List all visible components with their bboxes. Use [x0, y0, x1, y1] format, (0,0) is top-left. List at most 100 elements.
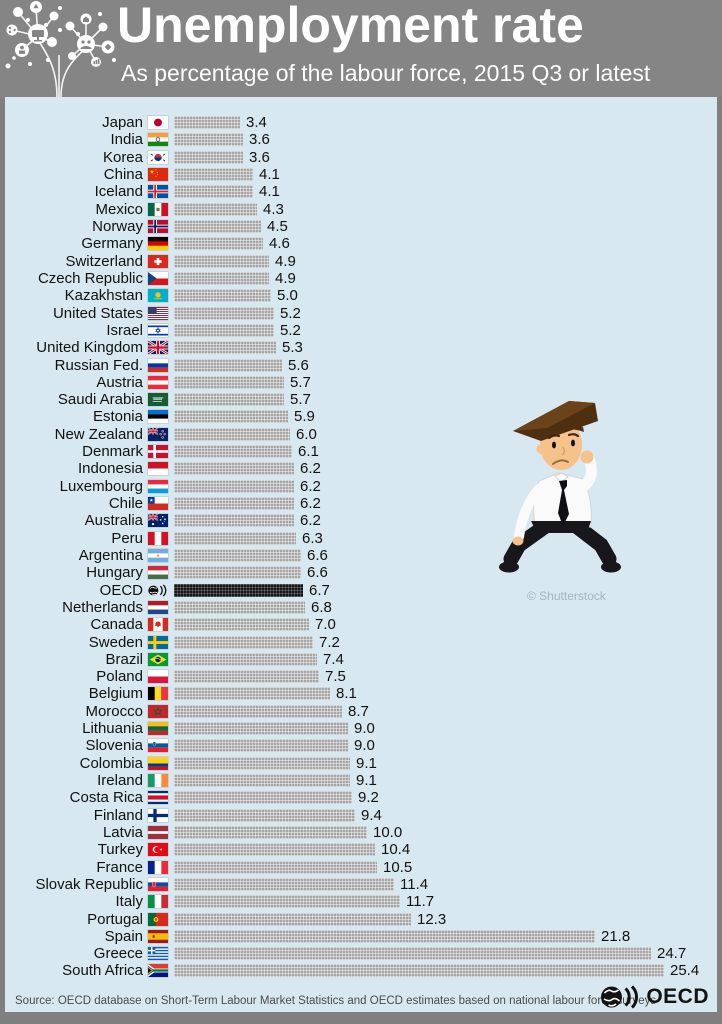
no-flag-icon: [148, 220, 168, 234]
chart-row: India 3.6: [5, 131, 717, 148]
unemployment-bar: [174, 271, 269, 285]
chart-row: Poland 7.5: [5, 668, 717, 685]
za-flag-icon: [148, 964, 168, 978]
unemployment-bar: [174, 652, 317, 666]
tr-flag-icon: [148, 843, 168, 857]
br-flag-icon: [148, 652, 168, 666]
chart-row: Slovenia 9.0: [5, 737, 717, 754]
unemployment-bar: [174, 774, 350, 788]
dk-flag-icon: [148, 445, 168, 459]
chart-row: Portugal 12.3: [5, 910, 717, 928]
unemployment-bar: [174, 150, 243, 164]
value-label: 6.2: [300, 512, 321, 530]
value-label: 4.1: [259, 166, 280, 184]
country-label: Austria: [96, 373, 143, 391]
unemployment-bar: [174, 306, 274, 320]
country-label: Peru: [111, 529, 143, 547]
value-label: 8.1: [336, 685, 357, 703]
unemployment-bar: [174, 791, 352, 805]
country-label: Colombia: [79, 754, 143, 772]
chart-row: Argentina 6.6: [5, 547, 717, 564]
unemployment-bar: [174, 947, 651, 961]
country-label: Australia: [84, 512, 143, 530]
pl-flag-icon: [148, 670, 168, 684]
chart-row: Saudi Arabia 5.7: [5, 391, 717, 408]
country-label: Portugal: [87, 910, 143, 928]
unemployment-bar: [174, 427, 290, 441]
unemployment-bar: [174, 289, 271, 303]
country-label: Kazakhstan: [64, 287, 143, 305]
unemployment-bar: [174, 341, 276, 355]
unemployment-bar: [174, 860, 377, 874]
country-label: Greece: [93, 945, 143, 963]
value-label: 4.9: [275, 269, 296, 287]
chart-row: Israel 5.2: [5, 322, 717, 339]
unemployment-bar: [174, 825, 367, 839]
chart-row: New Zealand 6.0: [5, 426, 717, 443]
unemployment-bar: [174, 583, 303, 597]
chart-row: Lithuania 9.0: [5, 720, 717, 737]
cl-flag-icon: [148, 497, 168, 511]
country-label: Slovenia: [85, 737, 143, 755]
country-label: Poland: [96, 668, 143, 686]
value-label: 25.4: [670, 962, 700, 980]
unemployment-bar: [174, 722, 348, 736]
value-label: 5.2: [280, 321, 301, 339]
value-label: 6.2: [300, 460, 321, 478]
unemployment-bar: [174, 237, 263, 251]
value-label: 11.4: [400, 875, 429, 893]
source-note: Source: OECD database on Short-Term Labo…: [15, 995, 657, 1007]
sad-unemployed-man-illustration: [499, 401, 621, 573]
country-label: Denmark: [82, 443, 143, 461]
country-label: Japan: [102, 114, 143, 132]
chart-row: Czech Republic 4.9: [5, 270, 717, 287]
chart-row: Sweden 7.2: [5, 633, 717, 651]
value-label: 9.0: [354, 737, 375, 755]
network-tree-icon: [5, 1, 116, 97]
hu-flag-icon: [148, 566, 168, 580]
ar-flag-icon: [148, 548, 168, 562]
country-label: Saudi Arabia: [57, 391, 143, 409]
value-label: 9.0: [354, 720, 375, 738]
si-flag-icon: [148, 739, 168, 753]
value-label: 5.2: [280, 304, 301, 322]
it-flag-icon: [148, 895, 168, 909]
chart-row: Kazakhstan 5.0: [5, 287, 717, 304]
oecd-flag-icon: [148, 584, 168, 597]
cn-flag-icon: [148, 168, 168, 182]
bar-chart: Japan 3.4 India 3.6 Korea 3.6 China 4.1 Iceland 4…: [5, 114, 717, 980]
fi-flag-icon: [148, 808, 168, 822]
country-label: Slovak Republic: [35, 875, 143, 893]
country-label: Luxembourg: [59, 477, 143, 495]
unemployment-bar: [174, 670, 319, 684]
unemployment-bar: [174, 254, 269, 268]
au-flag-icon: [147, 513, 168, 528]
country-label: Switzerland: [65, 252, 143, 270]
value-label: 21.8: [601, 927, 631, 945]
value-label: 3.6: [249, 148, 270, 166]
pt-flag-icon: [148, 912, 168, 926]
oecd-logo: OECD: [600, 984, 709, 1010]
unemployment-bar: [174, 445, 292, 459]
nl-flag-icon: [148, 600, 168, 614]
country-label: Netherlands: [62, 598, 143, 616]
lv-flag-icon: [148, 825, 168, 839]
chart-row: Spain 21.8: [5, 928, 717, 945]
value-label: 5.9: [294, 408, 315, 426]
pe-flag-icon: [148, 531, 168, 545]
country-label: Russian Fed.: [54, 356, 143, 374]
country-label: Iceland: [94, 183, 143, 201]
chart-row: Germany 4.6: [5, 235, 717, 252]
nz-flag-icon: [147, 427, 168, 441]
value-label: 9.4: [361, 806, 382, 824]
oecd-wordmark: OECD: [646, 985, 709, 1008]
country-label: New Zealand: [54, 425, 143, 443]
value-label: 11.7: [406, 893, 435, 911]
chart-row: Chile 6.2: [5, 495, 717, 512]
watermark: © Shutterstock: [527, 589, 606, 603]
value-label: 6.6: [307, 564, 328, 582]
is-flag-icon: [148, 185, 168, 199]
chart-row: Iceland 4.1: [5, 183, 717, 200]
chart-row: Canada 7.0: [5, 616, 717, 633]
value-label: 7.5: [325, 668, 346, 686]
